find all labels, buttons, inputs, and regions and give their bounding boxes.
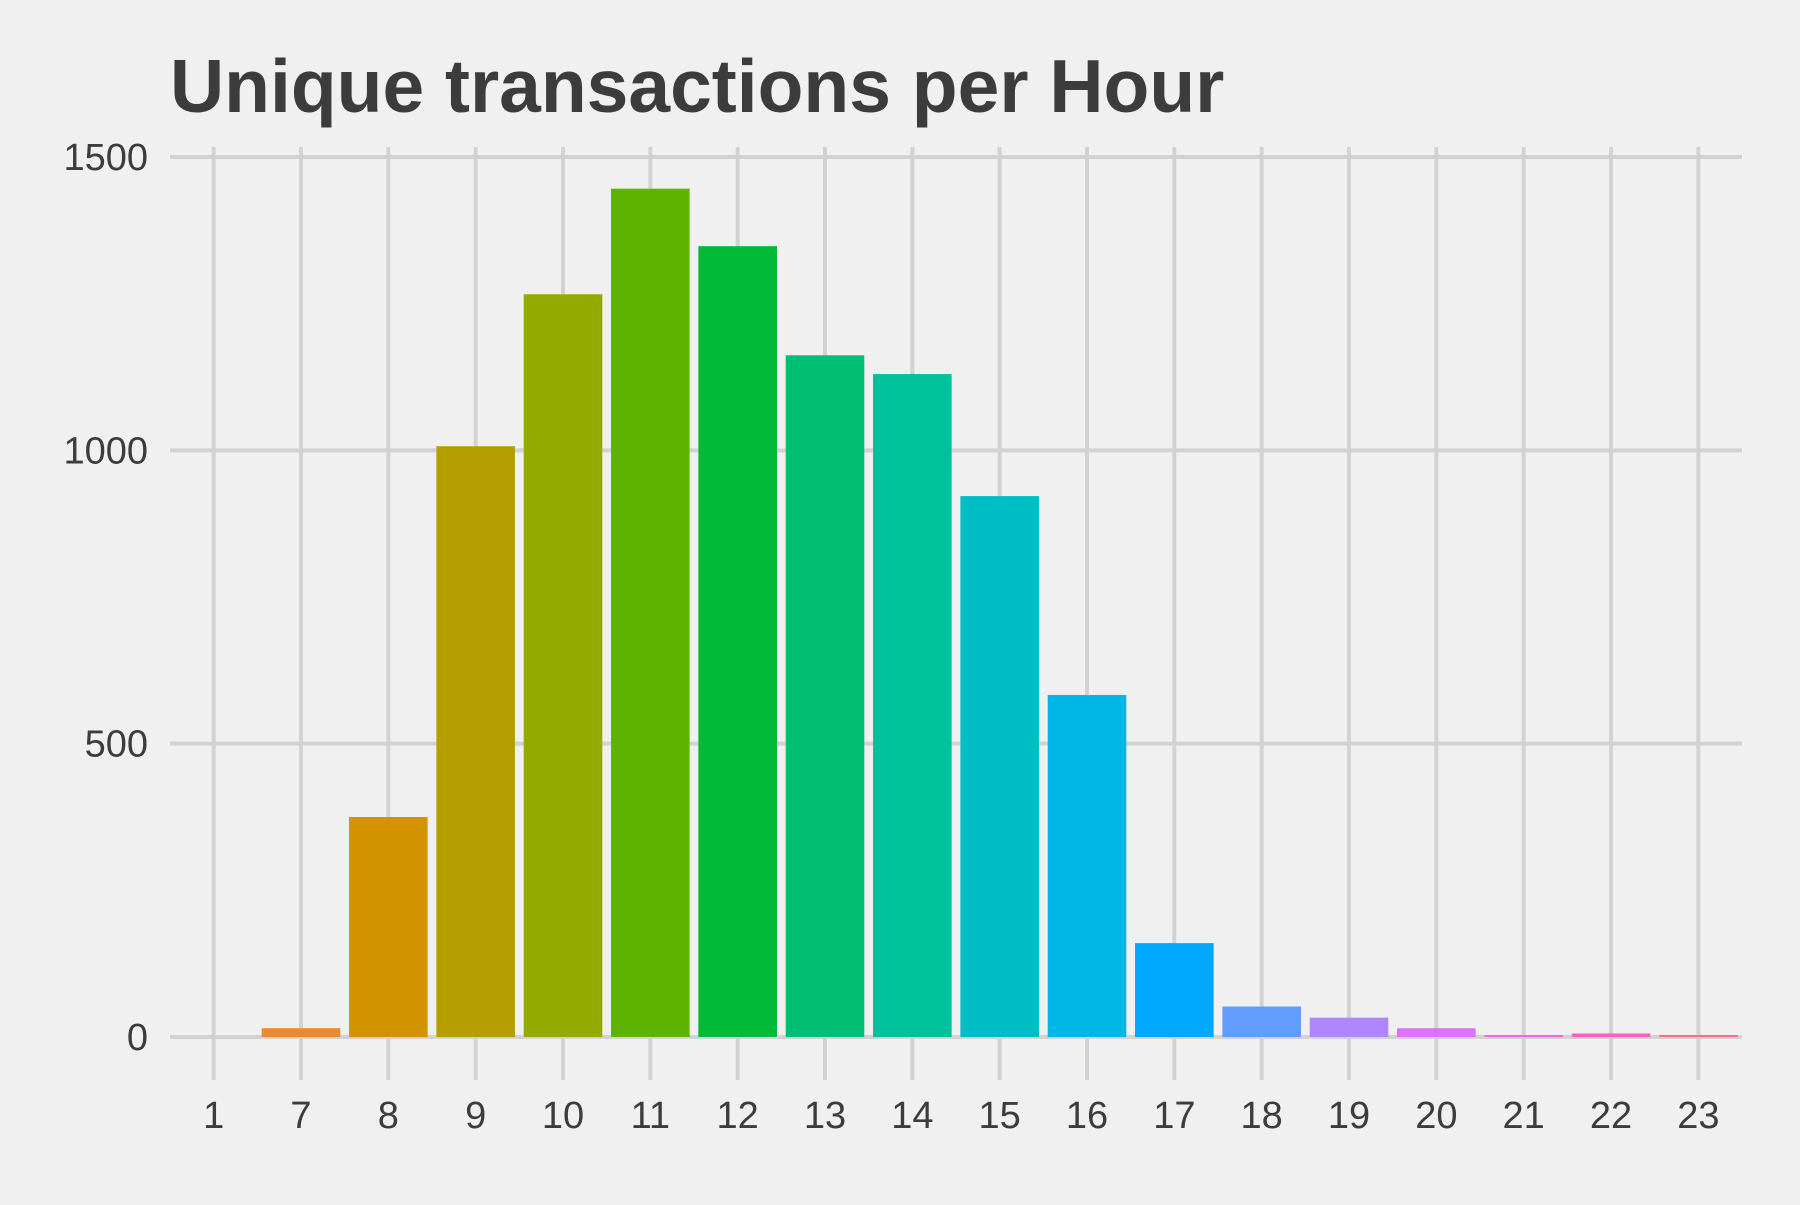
bar-hour-13 [785, 355, 865, 1037]
bars [261, 188, 1738, 1038]
x-tick-label: 16 [1066, 1095, 1108, 1137]
x-tick-label: 12 [717, 1095, 759, 1137]
x-tick-label: 11 [631, 1095, 670, 1137]
x-tick-label: 21 [1503, 1095, 1545, 1137]
x-tick-label: 14 [891, 1095, 933, 1137]
y-tick-label: 0 [127, 1017, 148, 1059]
x-tick-label: 22 [1590, 1095, 1632, 1137]
x-tick-label: 15 [979, 1095, 1021, 1137]
bar-hour-20 [1397, 1028, 1476, 1037]
x-tick-label: 7 [290, 1095, 311, 1137]
y-tick-label: 1000 [63, 430, 148, 472]
bar-hour-12 [698, 246, 777, 1037]
x-axis-ticks: 1 7 8 9 10 11 12 13 14 15 16 17 18 19 20 21 22 23 [203, 1095, 1719, 1137]
x-tick-label: 23 [1677, 1095, 1719, 1137]
bar-hour-19 [1309, 1017, 1389, 1037]
bar-hour-17 [1135, 943, 1214, 1037]
chart-title: Unique transactions per Hour [170, 44, 1224, 128]
x-tick-label: 1 [203, 1095, 224, 1137]
bar-hour-15 [960, 496, 1039, 1037]
bar-hour-11 [611, 188, 690, 1037]
bar-hour-14 [873, 374, 952, 1038]
bar-hour-7 [261, 1028, 341, 1037]
bar-hour-9 [436, 446, 515, 1037]
y-tick-label: 1500 [63, 137, 148, 179]
bar-hour-8 [349, 817, 428, 1037]
x-tick-label: 13 [804, 1095, 846, 1137]
x-tick-label: 9 [465, 1095, 486, 1137]
x-tick-label: 10 [542, 1095, 584, 1137]
x-tick-label: 8 [378, 1095, 399, 1137]
y-tick-label: 500 [85, 724, 148, 766]
bar-hour-21 [1484, 1035, 1563, 1037]
bar-hour-10 [523, 294, 603, 1037]
x-tick-label: 17 [1153, 1095, 1195, 1137]
bar-hour-18 [1222, 1006, 1301, 1037]
x-tick-label: 18 [1241, 1095, 1283, 1137]
y-axis-ticks: 0 500 1000 1500 [63, 137, 148, 1059]
x-tick-label: 20 [1415, 1095, 1457, 1137]
bar-hour-22 [1571, 1033, 1651, 1037]
x-tick-label: 19 [1328, 1095, 1370, 1137]
bar-hour-23 [1659, 1035, 1738, 1037]
bar-hour-16 [1047, 694, 1127, 1037]
